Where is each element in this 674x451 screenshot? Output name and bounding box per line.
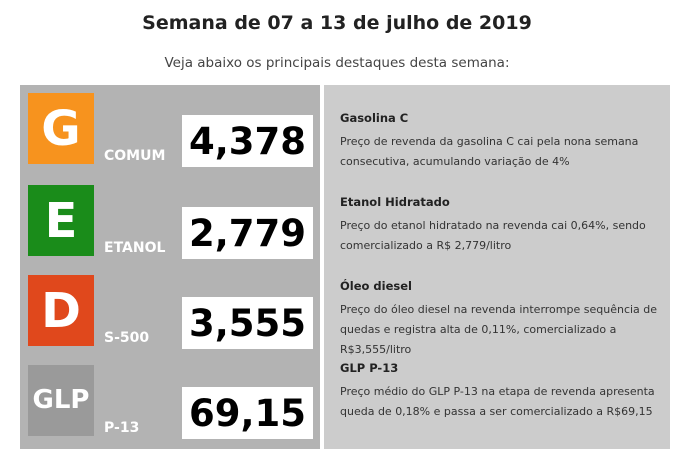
highlight-item: GLP P-13 Preço médio do GLP P-13 na etap… [340, 361, 662, 422]
fuel-label: P-13 [104, 420, 140, 436]
fuel-card-glp: GLP P-13 69,15 [28, 365, 320, 443]
fuel-card-diesel: D S-500 3,555 [28, 275, 320, 353]
fuel-letter-badge: G [28, 93, 94, 164]
fuel-label: ETANOL [104, 240, 166, 256]
highlight-description: Preço do etanol hidratado na revenda cai… [340, 219, 646, 252]
highlight-item: Etanol Hidratado Preço do etanol hidrata… [340, 195, 662, 256]
highlight-description: Preço médio do GLP P-13 na etapa de reve… [340, 385, 655, 418]
fuel-label: S-500 [104, 330, 150, 346]
fuel-card-etanol: E ETANOL 2,779 [28, 185, 320, 263]
page-subtitle: Veja abaixo os principais destaques dest… [164, 55, 510, 71]
fuel-price: 3,555 [182, 297, 313, 349]
fuel-letter-badge: D [28, 275, 94, 346]
fuel-price: 2,779 [182, 207, 313, 259]
highlight-item: Gasolina C Preço de revenda da gasolina … [340, 111, 662, 172]
fuel-price: 69,15 [182, 387, 313, 439]
highlight-description: Preço do óleo diesel na revenda interrom… [340, 303, 658, 356]
fuel-card-gasolina: G COMUM 4,378 [28, 93, 320, 171]
highlights-panel: Gasolina C Preço de revenda da gasolina … [324, 85, 670, 449]
fuel-prices-panel: G COMUM 4,378 E ETANOL 2,779 D S-500 3,5… [20, 85, 320, 449]
fuel-letter-badge: GLP [28, 365, 94, 436]
highlight-title: Óleo diesel [340, 279, 412, 293]
fuel-label: COMUM [104, 148, 166, 164]
fuel-price: 4,378 [182, 115, 313, 167]
highlight-item: Óleo diesel Preço do óleo diesel na reve… [340, 279, 662, 360]
page-title: Semana de 07 a 13 de julho de 2019 [142, 12, 532, 34]
highlight-title: Etanol Hidratado [340, 195, 450, 209]
highlight-title: Gasolina C [340, 111, 409, 125]
highlight-title: GLP P-13 [340, 361, 399, 375]
highlight-description: Preço de revenda da gasolina C cai pela … [340, 135, 639, 168]
fuel-letter-badge: E [28, 185, 94, 256]
